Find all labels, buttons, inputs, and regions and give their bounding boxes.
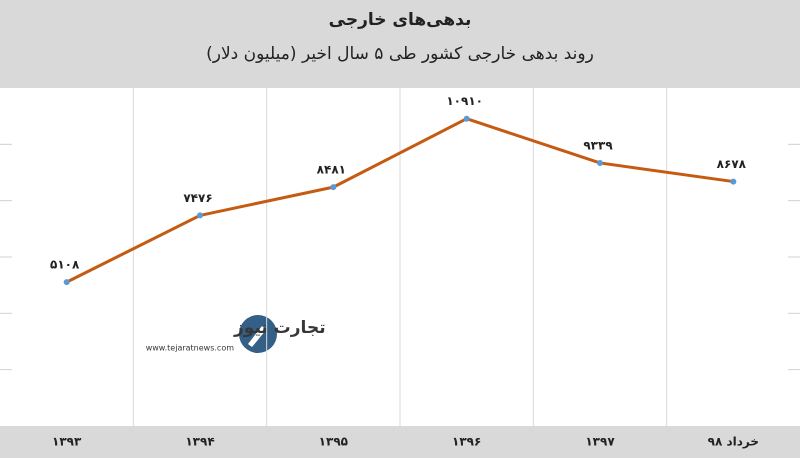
data-point xyxy=(197,212,203,219)
header-band xyxy=(0,0,800,88)
x-tick-label: خرداد ۹۸ xyxy=(708,435,759,449)
data-point xyxy=(330,184,337,191)
data-point xyxy=(597,159,603,166)
data-label: ۵۱۰۸ xyxy=(50,258,80,272)
x-tick-label: ۱۳۹۳ xyxy=(52,435,82,449)
data-label: ۱۰۹۱۰ xyxy=(446,94,483,108)
x-tick-label: ۱۳۹۷ xyxy=(585,435,615,449)
data-label: ۸۶۷۸ xyxy=(717,157,747,171)
chart-title: بدهی‌های خارجی xyxy=(329,10,472,30)
x-tick-label: ۱۳۹۵ xyxy=(319,435,348,449)
data-point xyxy=(63,279,70,286)
footer-band xyxy=(0,426,800,458)
watermark-name: تجارت نیوز xyxy=(233,318,326,338)
data-point xyxy=(463,115,470,122)
data-label: ۹۳۳۹ xyxy=(583,138,613,152)
chart-subtitle: روند بدهی خارجی کشور طی ۵ سال اخیر (میلی… xyxy=(206,44,594,64)
watermark-url: www.tejaratnews.com xyxy=(146,344,234,353)
x-tick-label: ۱۳۹۶ xyxy=(452,435,481,449)
watermark: تجارت نیوز www.tejaratnews.com xyxy=(146,315,326,353)
data-label: ۷۴۷۶ xyxy=(183,191,212,205)
line-series xyxy=(65,117,734,284)
data-label: ۸۴۸۱ xyxy=(317,163,346,177)
data-point xyxy=(730,178,737,185)
x-tick-label: ۱۳۹۴ xyxy=(185,435,214,449)
watermark-logo-mark xyxy=(248,326,266,347)
